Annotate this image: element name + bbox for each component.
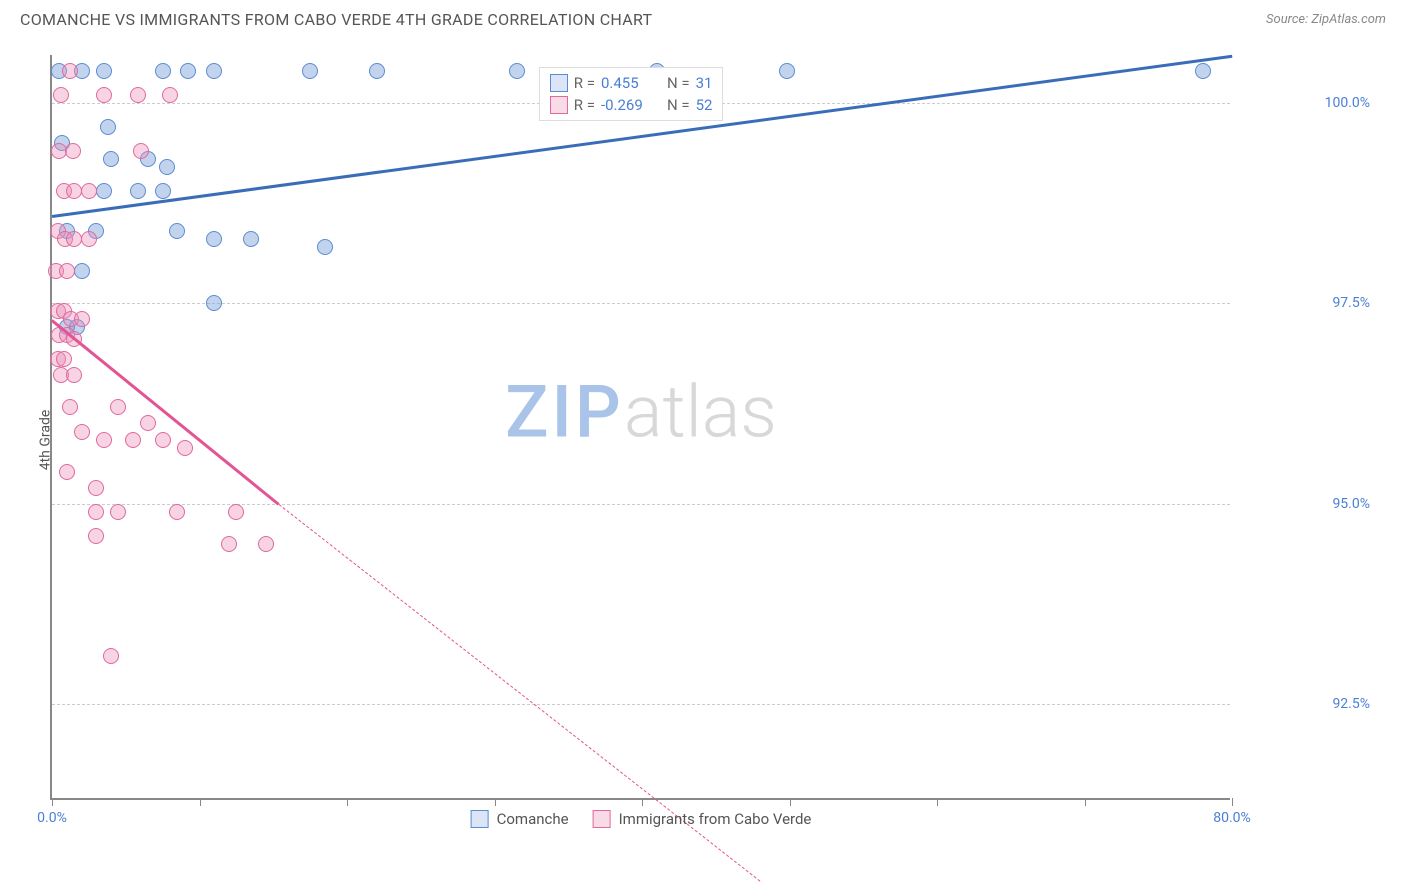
scatter-point-cabo_verde	[96, 87, 112, 103]
legend-label: Immigrants from Cabo Verde	[619, 810, 812, 828]
gridline	[52, 504, 1230, 505]
legend-label: Comanche	[497, 810, 569, 828]
scatter-point-comanche	[779, 63, 795, 79]
scatter-point-cabo_verde	[177, 440, 193, 456]
legend-swatch	[550, 96, 568, 114]
y-tick-label: 92.5%	[1240, 696, 1370, 712]
legend-series: Comanche Immigrants from Cabo Verde	[471, 810, 812, 828]
scatter-point-cabo_verde	[258, 536, 274, 552]
scatter-point-comanche	[206, 63, 222, 79]
y-tick-label: 100.0%	[1240, 95, 1370, 111]
chart-container: 4th Grade ZIPatlas 92.5%95.0%97.5%100.0%…	[50, 55, 1380, 825]
scatter-point-comanche	[155, 183, 171, 199]
plot-area: ZIPatlas 92.5%95.0%97.5%100.0%0.0%80.0%R…	[50, 55, 1230, 800]
scatter-point-comanche	[100, 119, 116, 135]
scatter-point-cabo_verde	[155, 432, 171, 448]
scatter-point-cabo_verde	[162, 87, 178, 103]
scatter-point-cabo_verde	[88, 480, 104, 496]
scatter-point-cabo_verde	[66, 231, 82, 247]
scatter-point-comanche	[155, 63, 171, 79]
chart-title: COMANCHE VS IMMIGRANTS FROM CABO VERDE 4…	[20, 10, 652, 29]
scatter-point-cabo_verde	[59, 263, 75, 279]
watermark-atlas: atlas	[624, 369, 777, 454]
scatter-point-comanche	[74, 263, 90, 279]
scatter-point-cabo_verde	[74, 424, 90, 440]
x-tick	[347, 798, 348, 806]
scatter-point-comanche	[1195, 63, 1211, 79]
gridline	[52, 303, 1230, 304]
scatter-point-comanche	[206, 231, 222, 247]
x-tick	[200, 798, 201, 806]
legend-stats: R = 0.455 N = 31R = -0.269 N = 52	[539, 67, 724, 121]
scatter-point-comanche	[169, 223, 185, 239]
scatter-point-cabo_verde	[65, 143, 81, 159]
legend-item: Immigrants from Cabo Verde	[593, 810, 812, 828]
scatter-point-cabo_verde	[169, 504, 185, 520]
scatter-point-cabo_verde	[125, 432, 141, 448]
scatter-point-comanche	[317, 239, 333, 255]
x-tick	[937, 798, 938, 806]
scatter-point-cabo_verde	[103, 648, 119, 664]
scatter-point-cabo_verde	[53, 87, 69, 103]
legend-swatch	[550, 74, 568, 92]
legend-stats-row: R = -0.269 N = 52	[550, 94, 713, 116]
scatter-point-cabo_verde	[74, 311, 90, 327]
scatter-point-cabo_verde	[62, 399, 78, 415]
scatter-point-cabo_verde	[88, 528, 104, 544]
scatter-point-comanche	[369, 63, 385, 79]
scatter-point-comanche	[243, 231, 259, 247]
scatter-point-cabo_verde	[66, 183, 82, 199]
x-tick	[52, 798, 53, 806]
watermark-zip: ZIP	[505, 369, 624, 454]
scatter-point-comanche	[180, 63, 196, 79]
scatter-point-cabo_verde	[59, 464, 75, 480]
scatter-point-comanche	[302, 63, 318, 79]
scatter-point-cabo_verde	[130, 87, 146, 103]
scatter-point-cabo_verde	[81, 183, 97, 199]
x-tick-label: 0.0%	[37, 810, 67, 826]
scatter-point-cabo_verde	[110, 504, 126, 520]
scatter-point-cabo_verde	[88, 504, 104, 520]
scatter-point-cabo_verde	[228, 504, 244, 520]
scatter-point-cabo_verde	[66, 367, 82, 383]
source-attribution: Source: ZipAtlas.com	[1266, 12, 1386, 27]
x-tick	[790, 798, 791, 806]
y-tick-label: 95.0%	[1240, 496, 1370, 512]
scatter-point-cabo_verde	[81, 231, 97, 247]
legend-swatch	[471, 810, 489, 828]
legend-item: Comanche	[471, 810, 569, 828]
scatter-point-cabo_verde	[62, 63, 78, 79]
scatter-point-comanche	[509, 63, 525, 79]
x-tick	[1085, 798, 1086, 806]
scatter-point-comanche	[130, 183, 146, 199]
scatter-point-comanche	[96, 183, 112, 199]
y-tick-label: 97.5%	[1240, 295, 1370, 311]
scatter-point-comanche	[159, 159, 175, 175]
scatter-point-comanche	[96, 63, 112, 79]
scatter-point-cabo_verde	[96, 432, 112, 448]
gridline	[52, 704, 1230, 705]
x-tick-label: 80.0%	[1213, 810, 1251, 826]
watermark: ZIPatlas	[505, 369, 777, 454]
x-tick	[495, 798, 496, 806]
scatter-point-cabo_verde	[110, 399, 126, 415]
scatter-point-comanche	[103, 151, 119, 167]
scatter-point-cabo_verde	[221, 536, 237, 552]
scatter-point-cabo_verde	[140, 415, 156, 431]
x-tick	[1232, 798, 1233, 806]
legend-stats-row: R = 0.455 N = 31	[550, 72, 713, 94]
scatter-point-comanche	[206, 295, 222, 311]
scatter-point-cabo_verde	[56, 351, 72, 367]
legend-swatch	[593, 810, 611, 828]
trendline	[51, 320, 280, 506]
scatter-point-cabo_verde	[133, 143, 149, 159]
x-tick	[642, 798, 643, 806]
